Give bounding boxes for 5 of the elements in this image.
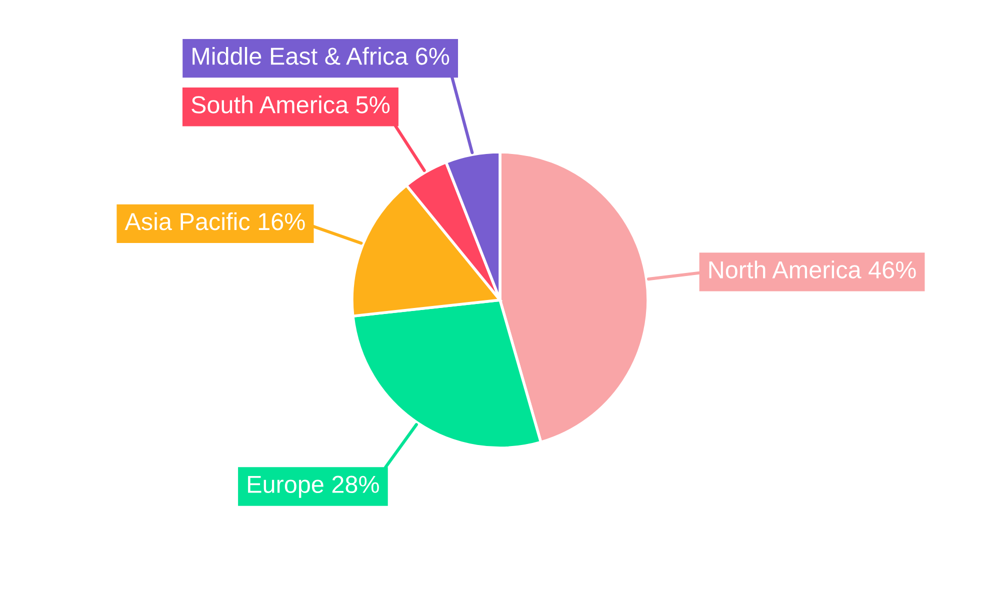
slice-label: North America 46% [709,260,916,278]
slice-label: South America 5% [192,96,390,114]
slice-label: Europe 28% [248,476,379,498]
slice-label: Asia Pacific 16% [124,212,305,230]
slice-label: Middle East & Africa 6% [192,46,450,65]
